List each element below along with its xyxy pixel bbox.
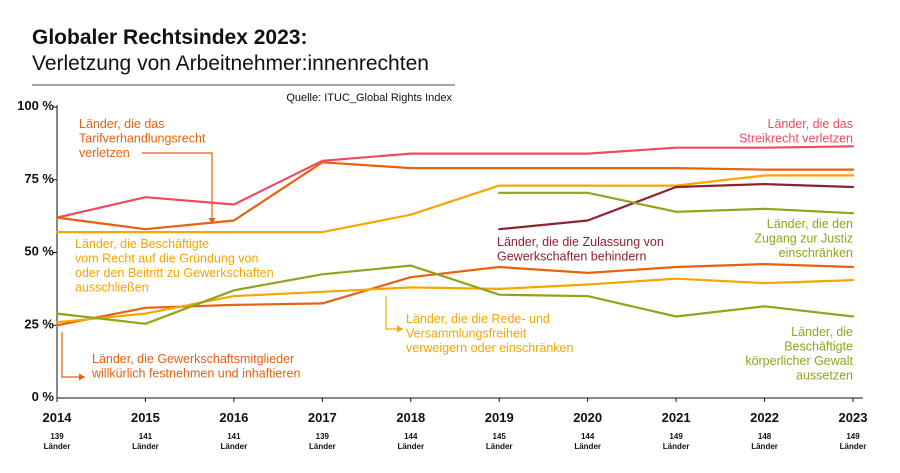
annotation-line: Versammlungsfreiheit <box>406 327 527 341</box>
annotation-line: körperlicher Gewalt <box>745 354 853 368</box>
annotation-6: Länder, die die Rede- und Versammlungsfre… <box>406 312 574 355</box>
country-unit-label: Länder <box>221 442 248 451</box>
country-unit-label: Länder <box>574 442 601 451</box>
leader-rede-head <box>397 325 403 333</box>
country-count: 145 <box>493 432 507 441</box>
series-line-1 <box>55 145 855 219</box>
x-tick-label: 2018 <box>396 410 425 425</box>
annotation-7: Länder, die Gewerkschaftsmitglieder willk… <box>91 352 300 381</box>
country-unit-label: Länder <box>397 442 424 451</box>
annotation-3: Länder, die Beschäftigte vom Recht auf di… <box>75 237 274 295</box>
annotation-5: Länder, die den Zugang zur Justiz einschrä… <box>754 217 853 260</box>
series-line-8 <box>55 264 855 325</box>
annotation-line: ausschließen <box>75 281 149 295</box>
x-tick-label: 2016 <box>219 410 248 425</box>
annotation-1: Länder, die das Tarifverhandlungsrecht ver… <box>79 117 206 160</box>
annotation-line: Länder, die Beschäftigte <box>75 237 209 251</box>
country-count: 148 <box>758 432 772 441</box>
series-line-7 <box>55 277 855 324</box>
chart-source: Quelle: ITUC_Global Rights Index <box>286 92 452 104</box>
annotation-layer: Länder, die das Tarifverhandlungsrecht ver… <box>61 117 854 383</box>
annotation-line: Länder, die das <box>79 117 165 131</box>
y-tick-label: 0 % <box>32 389 55 404</box>
country-count: 149 <box>846 432 860 441</box>
x-tick-label: 2021 <box>662 410 691 425</box>
annotation-line: Streikrecht verletzen <box>739 132 853 146</box>
annotation-line: verweigern oder einschränken <box>406 341 574 355</box>
country-unit-label: Länder <box>751 442 778 451</box>
series-line-3 <box>55 174 855 234</box>
country-count: 144 <box>404 432 418 441</box>
leader-festnahme <box>61 332 85 378</box>
annotation-line: oder den Beitritt zu Gewerkschaften <box>75 266 274 280</box>
country-count: 144 <box>581 432 595 441</box>
country-unit-label: Länder <box>44 442 71 451</box>
series-line-4 <box>498 183 855 231</box>
leader-tarif <box>142 152 213 224</box>
annotation-line: Beschäftigte <box>784 340 853 354</box>
country-unit-label: Länder <box>132 442 159 451</box>
x-tick-label: 2020 <box>573 410 602 425</box>
annotation-line: Zugang zur Justiz <box>754 232 853 246</box>
leader-tarif-head <box>208 218 216 224</box>
y-tick-label: 75 % <box>24 171 54 186</box>
country-count: 139 <box>50 432 64 441</box>
country-unit-label: Länder <box>486 442 513 451</box>
annotation-line: Länder, die Gewerkschaftsmitglieder <box>92 352 294 366</box>
annotation-8: Länder, die Beschäftigte körperlicher Gewa… <box>745 325 853 383</box>
country-count: 141 <box>227 432 241 441</box>
x-tick-label: 2022 <box>750 410 779 425</box>
annotation-line: Tarifverhandlungsrecht <box>79 132 206 146</box>
x-tick-label: 2015 <box>131 410 160 425</box>
country-unit-label: Länder <box>840 442 867 451</box>
y-tick-label: 25 % <box>24 316 54 331</box>
country-unit-label: Länder <box>309 442 336 451</box>
axes: 0 %25 %50 %75 %100 %2014139Länder2015141… <box>17 98 867 451</box>
x-tick-label: 2019 <box>485 410 514 425</box>
country-count: 149 <box>669 432 683 441</box>
chart-title: Globaler Rechtsindex 2023: <box>32 26 307 49</box>
annotation-4: Länder, die die Zulassung von Gewerkschaf… <box>497 235 664 264</box>
annotation-2: Länder, die das Streikrecht verletzen <box>739 117 853 146</box>
annotation-line: einschränken <box>779 246 853 260</box>
series-line-2 <box>55 161 855 231</box>
chart-subtitle: Verletzung von Arbeitnehmer:innenrechten <box>32 52 429 75</box>
x-tick-label: 2014 <box>43 410 73 425</box>
annotation-line: Länder, die <box>791 325 853 339</box>
x-tick-label: 2017 <box>308 410 337 425</box>
annotation-line: Länder, die das <box>768 117 854 131</box>
leader-festnahme-head <box>79 373 85 381</box>
y-tick-label: 100 % <box>17 98 54 113</box>
country-unit-label: Länder <box>663 442 690 451</box>
y-tick-label: 50 % <box>24 244 54 259</box>
annotation-line: aussetzen <box>796 369 853 383</box>
country-count: 139 <box>316 432 330 441</box>
x-tick-label: 2023 <box>839 410 868 425</box>
annotation-line: Länder, die die Rede- und <box>406 312 550 326</box>
annotation-line: vom Recht auf die Gründung von <box>75 252 258 266</box>
annotation-line: willkürlich festnehmen und inhaftieren <box>91 367 300 381</box>
country-count: 141 <box>139 432 153 441</box>
leader-rede <box>385 296 403 330</box>
annotation-line: verletzen <box>79 146 130 160</box>
annotation-line: Länder, die die Zulassung von <box>497 235 664 249</box>
annotation-line: Gewerkschaften behindern <box>497 250 646 264</box>
annotation-line: Länder, die den <box>767 217 853 231</box>
series-line-5 <box>498 191 855 215</box>
series-layer <box>55 145 855 327</box>
